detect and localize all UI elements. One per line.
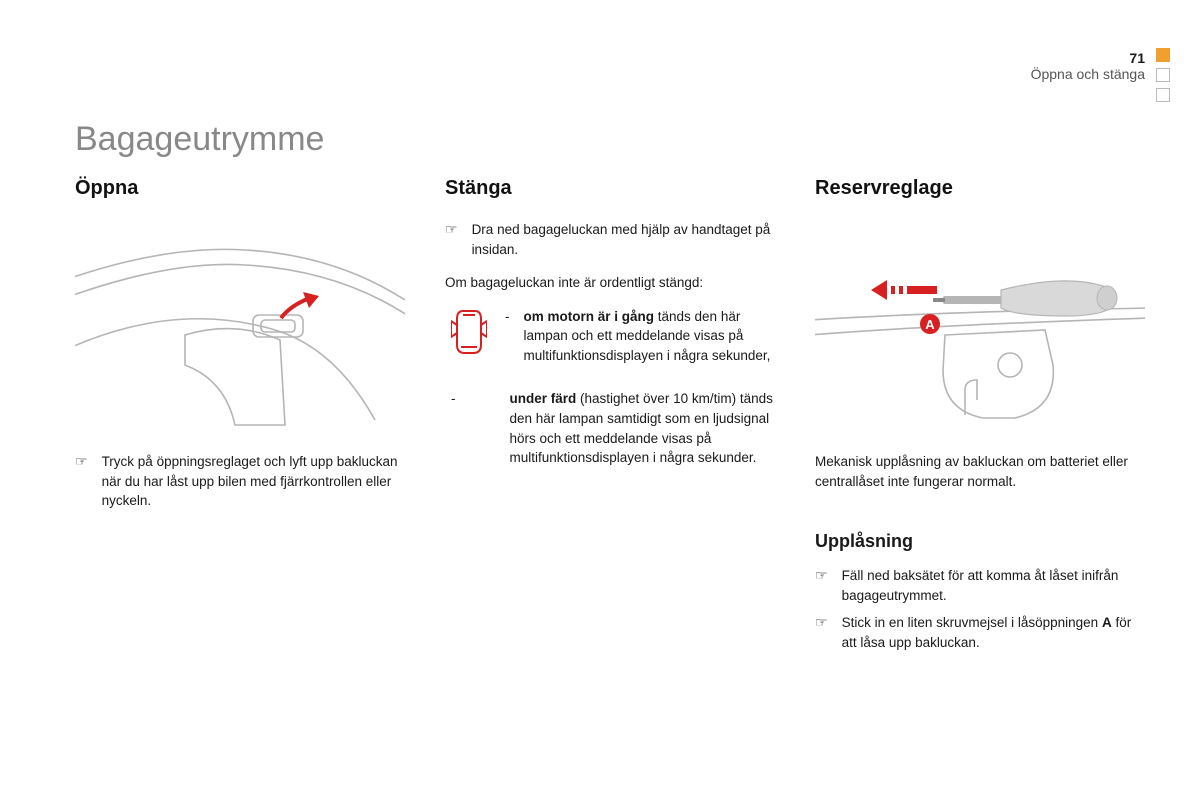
- main-content: Bagageutrymme Öppna: [75, 120, 1145, 660]
- instruction-open: ☞ Tryck på öppningsreglaget och lyft upp…: [75, 452, 405, 511]
- pointer-icon: ☞: [445, 221, 458, 238]
- dash-bullet: -: [505, 307, 510, 366]
- column-backup: Reservreglage: [815, 177, 1145, 660]
- unlock-step-2-pre: Stick in en liten skruvmejsel i låsöppni…: [842, 615, 1102, 630]
- unlock-step-2: ☞ Stick in en liten skruvmejsel i låsöpp…: [815, 613, 1145, 652]
- marker-a-label: A: [925, 317, 935, 332]
- column-open: Öppna: [75, 177, 405, 660]
- page-number: 71: [1031, 50, 1145, 66]
- pointer-icon: ☞: [815, 614, 828, 631]
- instruction-close-1-text: Dra ned bagageluckan med hjälp av handta…: [472, 220, 775, 259]
- unlock-step-2-bold: A: [1102, 615, 1112, 630]
- unlock-step-2-text: Stick in en liten skruvmejsel i låsöppni…: [842, 613, 1145, 652]
- heading-unlock: Upplåsning: [815, 531, 1145, 552]
- marker-filled: [1156, 48, 1170, 62]
- heading-backup: Reservreglage: [815, 177, 1145, 200]
- backup-description: Mekanisk upplåsning av bakluckan om batt…: [815, 452, 1145, 491]
- pointer-icon: ☞: [75, 453, 88, 470]
- page-title: Bagageutrymme: [75, 120, 1145, 159]
- page-header: 71 Öppna och stänga: [1031, 50, 1145, 82]
- unlock-step-1-text: Fäll ned baksätet för att komma åt låset…: [842, 566, 1145, 605]
- section-label: Öppna och stänga: [1031, 66, 1145, 82]
- close-item-2: - under färd (hastighet över 10 km/tim) …: [451, 389, 775, 467]
- figure-screwdriver-lock: A: [815, 220, 1145, 430]
- pointer-icon: ☞: [815, 567, 828, 584]
- marker-outline-1: [1156, 68, 1170, 82]
- instruction-open-text: Tryck på öppningsreglaget och lyft upp b…: [102, 452, 405, 511]
- corner-markers: [1156, 48, 1170, 102]
- car-door-open-icon: [451, 307, 487, 360]
- marker-outline-2: [1156, 88, 1170, 102]
- close-condition-intro: Om bagageluckan inte är ordentligt stäng…: [445, 273, 775, 293]
- close-item-2-bold: under färd: [510, 391, 577, 406]
- dash-bullet: -: [451, 389, 456, 467]
- column-close: Stänga ☞ Dra ned bagageluckan med hjälp …: [445, 177, 775, 660]
- close-item-1: - om motorn är i gång tänds den här lamp…: [505, 307, 775, 366]
- heading-close: Stänga: [445, 177, 775, 200]
- unlock-step-1: ☞ Fäll ned baksätet för att komma åt lås…: [815, 566, 1145, 605]
- figure-tailgate-handle: [75, 220, 405, 430]
- columns: Öppna: [75, 177, 1145, 660]
- close-item-1-bold: om motorn är i gång: [524, 309, 655, 324]
- instruction-close-1: ☞ Dra ned bagageluckan med hjälp av hand…: [445, 220, 775, 259]
- warning-engine-on: - om motorn är i gång tänds den här lamp…: [451, 307, 775, 376]
- heading-open: Öppna: [75, 177, 405, 200]
- close-item-1-text: om motorn är i gång tänds den här lampan…: [524, 307, 776, 366]
- close-item-2-text: under färd (hastighet över 10 km/tim) tä…: [470, 389, 776, 467]
